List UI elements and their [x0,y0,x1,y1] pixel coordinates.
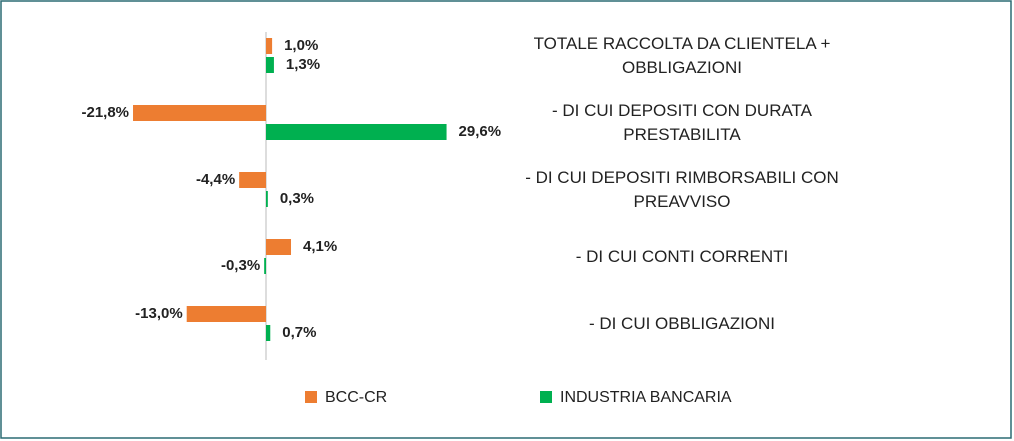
value-label: 0,3% [280,190,314,207]
bar [266,239,292,255]
category-label: - DI CUI CONTI CORRENTI [575,246,789,266]
bar [266,191,268,207]
bar [133,105,266,121]
legend-label: INDUSTRIA BANCARIA [560,389,732,406]
value-label: 29,6% [459,123,502,140]
bar [264,258,266,274]
category-label: TOTALE RACCOLTA DA CLIENTELA + OBBLIGAZI… [533,33,831,77]
bar [266,57,274,73]
value-label: 1,3% [286,56,320,73]
value-label: 1,0% [284,37,318,54]
bar [239,172,266,188]
value-label: -13,0% [135,305,183,322]
legend-swatch [305,391,317,403]
legend-swatch [540,391,552,403]
value-label: 4,1% [303,238,337,255]
value-label: -21,8% [81,104,129,121]
legend-label: BCC-CR [325,389,387,406]
value-label: -0,3% [221,257,260,274]
category-label: - DI CUI OBBLIGAZIONI [588,313,776,333]
category-label: - DI CUI DEPOSITI CON DURATA PRESTABILIT… [551,100,813,144]
bar [186,306,266,322]
value-label: 0,7% [282,324,316,341]
category-label: - DI CUI DEPOSITI RIMBORSABILI CON PREAV… [525,167,839,211]
bar [266,325,271,341]
bar [266,124,447,140]
bar [266,38,273,54]
value-label: -4,4% [196,171,235,188]
